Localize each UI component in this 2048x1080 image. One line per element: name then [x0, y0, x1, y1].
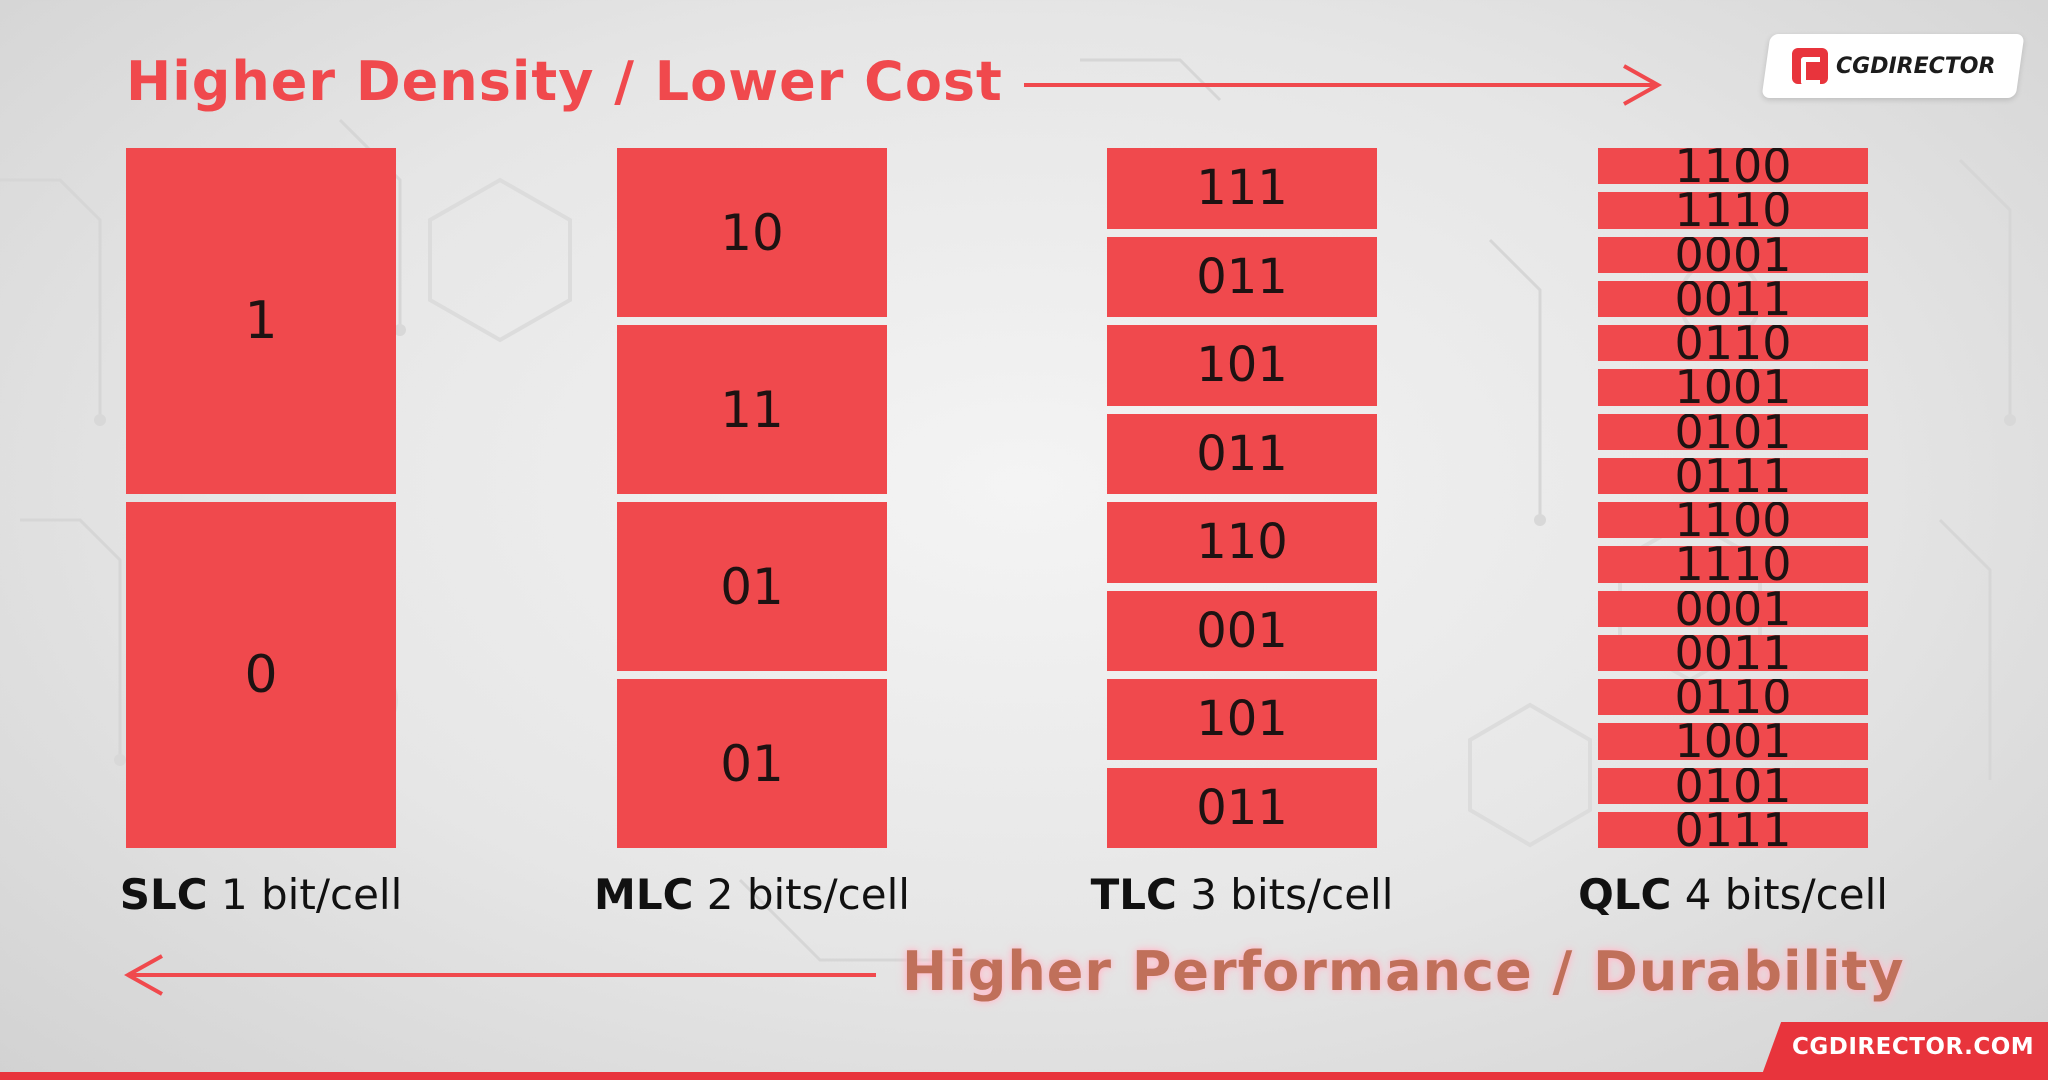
arrow-left-icon	[124, 954, 876, 996]
bit-cell: 1110	[1598, 546, 1868, 583]
bit-cell-label: 1	[244, 291, 278, 351]
bit-cell: 101	[1107, 679, 1377, 760]
bit-cell: 1	[126, 148, 396, 494]
bit-cell-label: 110	[1196, 514, 1288, 571]
bit-cell: 1001	[1598, 723, 1868, 760]
bit-cell-label: 0101	[1674, 767, 1792, 804]
bit-cell-label: 01	[720, 734, 784, 793]
caption-type: TLC	[1090, 870, 1177, 919]
bit-cell-label: 1001	[1674, 369, 1792, 406]
bit-cell-label: 0110	[1674, 679, 1792, 716]
bit-cell-label: 1110	[1674, 546, 1792, 583]
bit-cell: 101	[1107, 325, 1377, 406]
bit-cell: 1100	[1598, 502, 1868, 539]
cg-logo-icon	[1792, 48, 1828, 84]
bit-cell: 111	[1107, 148, 1377, 229]
bit-cell: 0001	[1598, 236, 1868, 273]
bit-cell: 11	[617, 325, 887, 494]
bit-cell: 110	[1107, 502, 1377, 583]
bit-cell: 1100	[1598, 148, 1868, 185]
caption-type: SLC	[119, 870, 208, 919]
bit-cell-label: 1100	[1674, 502, 1792, 539]
bit-cell-label: 0101	[1674, 413, 1792, 450]
bit-cell: 0111	[1598, 457, 1868, 494]
bit-cell: 011	[1107, 236, 1377, 317]
bit-cell-label: 10	[720, 203, 784, 262]
bit-cell: 0011	[1598, 280, 1868, 317]
caption-qlc: QLC 4 bits/cell	[1483, 870, 1983, 919]
bit-cell: 1110	[1598, 192, 1868, 229]
bit-cell-label: 0001	[1674, 590, 1792, 627]
bit-cell-label: 0001	[1674, 236, 1792, 273]
bottom-axis-label: Higher Performance / Durability	[902, 940, 1905, 1003]
bit-cell: 011	[1107, 767, 1377, 848]
bit-cell-label: 101	[1196, 337, 1288, 394]
caption-tlc: TLC 3 bits/cell	[992, 870, 1492, 919]
top-axis-label: Higher Density / Lower Cost	[126, 50, 1003, 113]
caption-mlc: MLC 2 bits/cell	[502, 870, 1002, 919]
bit-cell: 0111	[1598, 811, 1868, 848]
bit-cell: 0	[126, 502, 396, 848]
site-url: CGDIRECTOR.COM	[1792, 1034, 2035, 1060]
bit-cell-label: 0111	[1674, 457, 1792, 494]
caption-desc: 2 bits/cell	[706, 870, 910, 919]
bit-cell-label: 001	[1196, 602, 1288, 659]
logo-text: CGDIRECTOR	[1836, 53, 1996, 79]
bit-cell-label: 011	[1196, 779, 1288, 836]
bit-cell-label: 101	[1196, 691, 1288, 748]
bit-cell: 0011	[1598, 634, 1868, 671]
bit-cell: 0001	[1598, 590, 1868, 627]
caption-type: QLC	[1578, 870, 1672, 919]
bit-cell-label: 11	[720, 380, 784, 439]
caption-desc: 4 bits/cell	[1684, 870, 1888, 919]
bit-cell: 011	[1107, 413, 1377, 494]
bit-cell: 001	[1107, 590, 1377, 671]
bit-cell: 0110	[1598, 679, 1868, 716]
bit-cell-label: 111	[1196, 160, 1288, 217]
bit-cell: 01	[617, 502, 887, 671]
caption-desc: 1 bit/cell	[220, 870, 403, 919]
bit-cell-label: 0110	[1674, 325, 1792, 362]
bit-cell: 0101	[1598, 767, 1868, 804]
arrow-right-icon	[1024, 64, 1662, 106]
bit-cell: 0101	[1598, 413, 1868, 450]
bit-cell: 01	[617, 679, 887, 848]
bit-cell-label: 0	[244, 645, 278, 705]
bit-cell-label: 011	[1196, 248, 1288, 305]
bit-cell: 0110	[1598, 325, 1868, 362]
bit-cell-label: 1110	[1674, 192, 1792, 229]
bit-cell: 1001	[1598, 369, 1868, 406]
bit-cell: 10	[617, 148, 887, 317]
caption-type: MLC	[594, 870, 694, 919]
caption-desc: 3 bits/cell	[1190, 870, 1394, 919]
bit-cell-label: 01	[720, 557, 784, 616]
bit-cell-label: 1100	[1674, 148, 1792, 185]
brand-logo: CGDIRECTOR	[1761, 34, 2025, 98]
bit-cell-label: 0011	[1674, 280, 1792, 317]
bit-cell-label: 011	[1196, 425, 1288, 482]
bottom-accent-strip	[0, 1072, 2048, 1080]
bit-cell-label: 0011	[1674, 634, 1792, 671]
bit-cell-label: 0111	[1674, 811, 1792, 848]
bit-cell-label: 1001	[1674, 723, 1792, 760]
caption-slc: SLC 1 bit/cell	[11, 870, 511, 919]
